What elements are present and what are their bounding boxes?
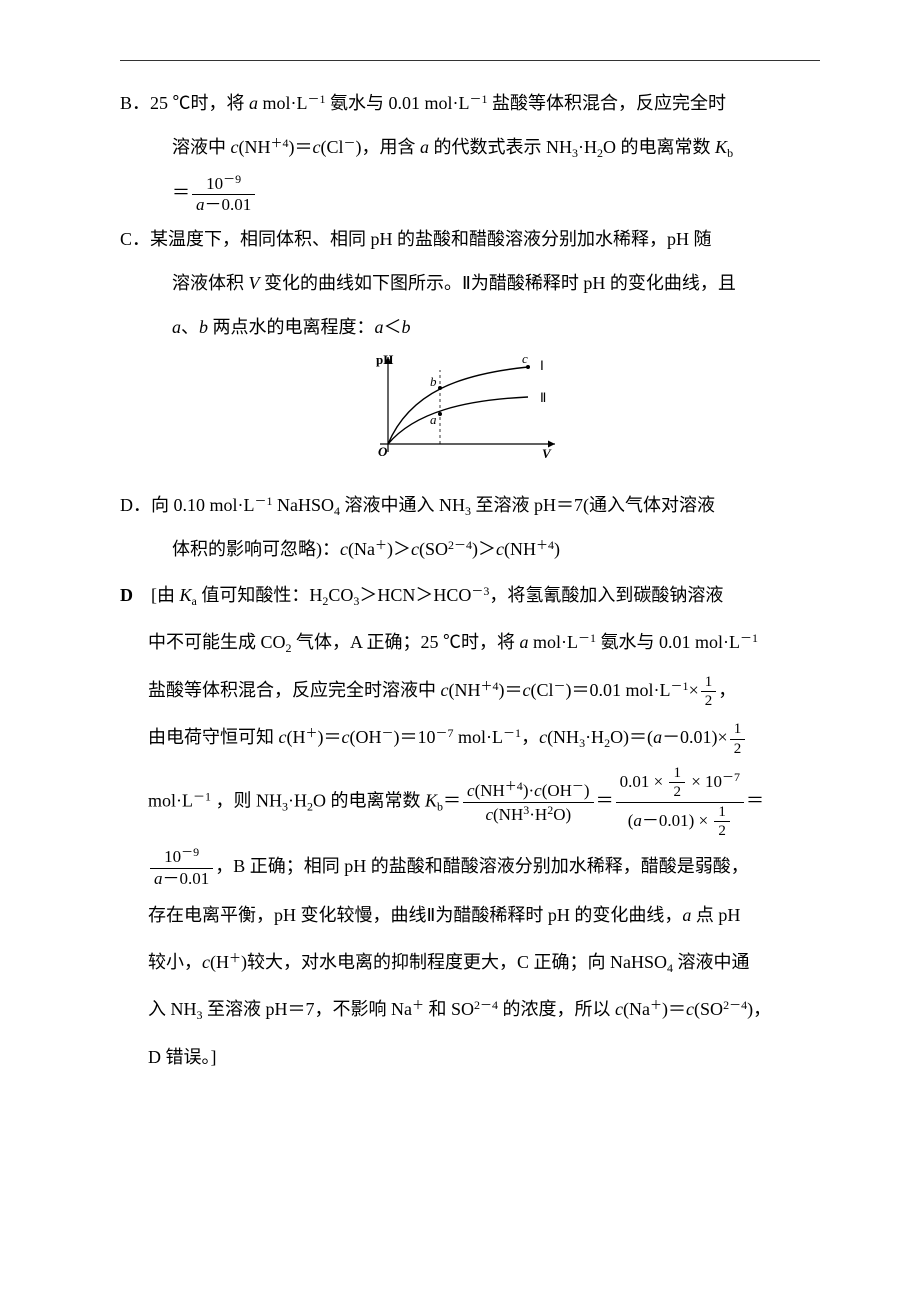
text: 体积的影响可忽略)： bbox=[172, 539, 340, 559]
text: ＜ bbox=[384, 317, 402, 337]
text: NaHSO bbox=[273, 495, 335, 515]
answer-line5: mol·L－1 ，则 NH3·H2O 的电离常数 Kb＝c(NH＋4)·c(OH… bbox=[120, 765, 820, 840]
svg-text:pH: pH bbox=[376, 352, 393, 367]
ph-dilution-chart: pH V Oa b cⅠ Ⅱ bbox=[370, 352, 570, 472]
c: c bbox=[496, 539, 504, 559]
svg-text:Ⅰ: Ⅰ bbox=[540, 358, 544, 373]
text: (Na bbox=[348, 539, 375, 559]
c: c bbox=[313, 137, 321, 157]
answer-letter: D bbox=[120, 585, 133, 605]
var-b: b bbox=[199, 317, 208, 337]
svg-text:Ⅱ: Ⅱ bbox=[540, 390, 546, 405]
fraction-kb2: 0.01 × 12 × 10－7(a－0.01) × 12 bbox=[616, 765, 744, 840]
var-V: V bbox=[249, 273, 260, 293]
svg-text:V: V bbox=[542, 446, 552, 461]
text: 值可知酸性：H bbox=[197, 585, 323, 605]
sup: ＋4 bbox=[536, 538, 554, 552]
option-d-line1: D．向 0.10 mol·L－1 NaHSO4 溶液中通入 NH3 至溶液 pH… bbox=[120, 487, 820, 525]
option-b-frac: ＝10－9a－0.01 bbox=[120, 173, 820, 215]
answer-line8: 较小，c(H＋)较大，对水电离的抑制程度更大，C 正确；向 NaHSO4 溶液中… bbox=[120, 942, 820, 983]
K: K bbox=[180, 585, 192, 605]
text: 溶液中 bbox=[172, 137, 231, 157]
answer-line3: 盐酸等体积混合，反应完全时溶液中 c(NH＋4)＝c(Cl－)＝0.01 mol… bbox=[120, 670, 820, 711]
answer-line2: 中不可能生成 CO2 气体，A 正确；25 ℃时，将 a mol·L－1 氨水与… bbox=[120, 622, 820, 663]
text: 盐酸等体积混合，反应完全时 bbox=[488, 93, 727, 113]
eq: ＝ bbox=[172, 182, 190, 202]
text: 溶液体积 bbox=[172, 273, 249, 293]
text: mol·L bbox=[258, 93, 308, 113]
text: B．25 ℃时，将 bbox=[120, 93, 249, 113]
var-a: a bbox=[420, 137, 429, 157]
text: (SO bbox=[419, 539, 448, 559]
sup: －1 bbox=[470, 92, 488, 106]
fraction-final: 10－9a－0.01 bbox=[150, 846, 213, 888]
top-rule bbox=[120, 60, 820, 61]
svg-text:a: a bbox=[430, 412, 437, 427]
svg-text:c: c bbox=[522, 352, 528, 366]
option-d-line2: 体积的影响可忽略)：c(Na＋)＞c(SO2－4)＞c(NH＋4) bbox=[120, 531, 820, 569]
var-a: a bbox=[375, 317, 384, 337]
option-b-line2: 溶液中 c(NH＋4)＝c(Cl－)，用含 a 的代数式表示 NH3·H2O 的… bbox=[120, 129, 820, 167]
option-c-line2: 溶液体积 V 变化的曲线如下图所示。Ⅱ为醋酸稀释时 pH 的变化曲线，且 bbox=[120, 265, 820, 303]
var-b: b bbox=[402, 317, 411, 337]
sub: b bbox=[727, 146, 733, 160]
text: (Cl bbox=[321, 137, 344, 157]
text: 的代数式表示 NH bbox=[429, 137, 572, 157]
text: 氨水与 0.01 mol·L bbox=[326, 93, 470, 113]
sup: ＋ bbox=[375, 538, 387, 552]
svg-text:b: b bbox=[430, 374, 437, 389]
option-c-line1: C．某温度下，相同体积、相同 pH 的盐酸和醋酸溶液分别加水稀释，pH 随 bbox=[120, 221, 820, 259]
text: 溶液中通入 NH bbox=[340, 495, 465, 515]
answer-line10: D 错误。] bbox=[120, 1037, 820, 1078]
option-c-line3: a、b 两点水的电离程度：a＜b bbox=[120, 309, 820, 347]
text: O 的电离常数 bbox=[603, 137, 715, 157]
fraction-half: 12 bbox=[730, 721, 746, 757]
fraction-half: 12 bbox=[701, 674, 717, 710]
svg-text:O: O bbox=[378, 444, 388, 459]
text: 至溶液 pH＝7(通入气体对溶液 bbox=[471, 495, 715, 515]
text: D．向 0.10 mol·L bbox=[120, 495, 255, 515]
text: ·H bbox=[578, 137, 597, 157]
page: B．25 ℃时，将 a mol·L－1 氨水与 0.01 mol·L－1 盐酸等… bbox=[0, 0, 920, 1302]
var-a: a bbox=[249, 93, 258, 113]
text: )＝ bbox=[289, 137, 313, 157]
sup: － bbox=[344, 136, 356, 150]
sup: 2－4 bbox=[448, 538, 472, 552]
sup: －1 bbox=[255, 494, 273, 508]
K: K bbox=[715, 137, 727, 157]
c: c bbox=[340, 539, 348, 559]
answer-line7: 存在电离平衡，pH 变化较慢，曲线Ⅱ为醋酸稀释时 pH 的变化曲线，a 点 pH bbox=[120, 895, 820, 936]
text: )＞ bbox=[472, 539, 496, 559]
text: [由 bbox=[133, 585, 180, 605]
text: C．某温度下，相同体积、相同 pH 的盐酸和醋酸溶液分别加水稀释，pH 随 bbox=[120, 229, 712, 249]
fraction: 10－9a－0.01 bbox=[192, 173, 255, 215]
sup: ＋4 bbox=[271, 136, 289, 150]
option-b-line1: B．25 ℃时，将 a mol·L－1 氨水与 0.01 mol·L－1 盐酸等… bbox=[120, 85, 820, 123]
text: )，用含 bbox=[356, 137, 421, 157]
answer-line6: 10－9a－0.01，B 正确；相同 pH 的盐酸和醋酸溶液分别加水稀释，醋酸是… bbox=[120, 846, 820, 889]
text: 变化的曲线如下图所示。Ⅱ为醋酸稀释时 pH 的变化曲线，且 bbox=[260, 273, 736, 293]
c: c bbox=[231, 137, 239, 157]
var-a: a bbox=[172, 317, 181, 337]
answer-line1: D [由 Ka 值可知酸性：H2CO3＞HCN＞HCO－3，将氢氰酸加入到碳酸钠… bbox=[120, 575, 820, 616]
text: 、 bbox=[181, 317, 199, 337]
c: c bbox=[411, 539, 419, 559]
chart-container: pH V Oa b cⅠ Ⅱ bbox=[120, 352, 820, 477]
sup: －1 bbox=[308, 92, 326, 106]
text: ) bbox=[554, 539, 560, 559]
denominator: a－0.01 bbox=[192, 195, 255, 215]
numerator: 10－9 bbox=[192, 173, 255, 196]
fraction-kb1: c(NH＋4)·c(OH－)c(NH3·H2O) bbox=[463, 780, 594, 824]
text: (NH bbox=[239, 137, 271, 157]
answer-line4: 由电荷守恒可知 c(H＋)＝c(OH－)＝10－7 mol·L－1，c(NH3·… bbox=[120, 717, 820, 758]
text: 两点水的电离程度： bbox=[208, 317, 375, 337]
answer-line9: 入 NH3 至溶液 pH＝7，不影响 Na＋ 和 SO2－4 的浓度，所以 c(… bbox=[120, 989, 820, 1030]
text: (NH bbox=[504, 539, 536, 559]
text: )＞ bbox=[387, 539, 411, 559]
